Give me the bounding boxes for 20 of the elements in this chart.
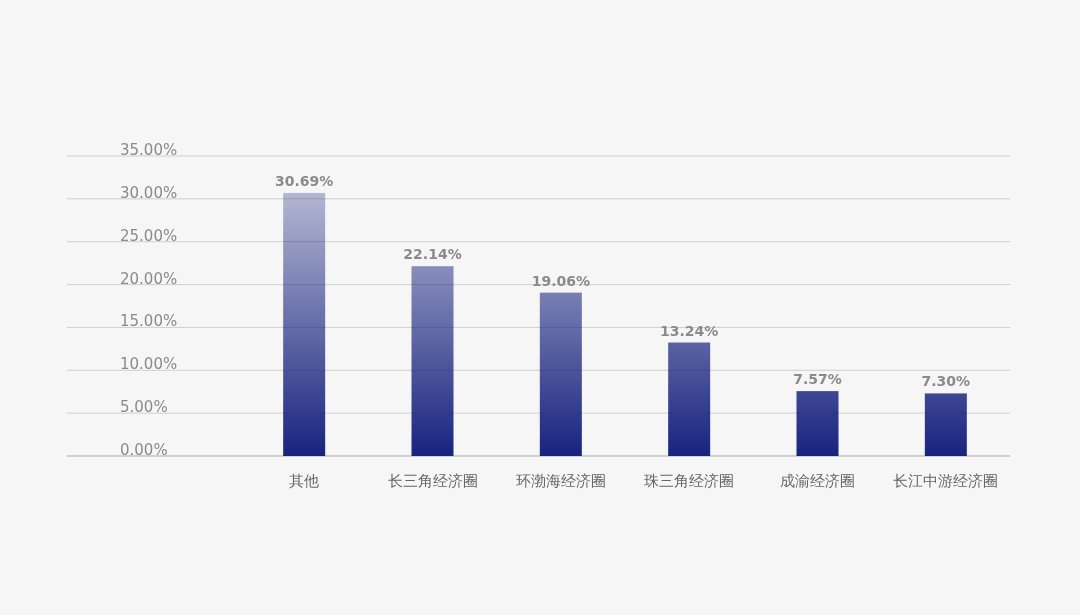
y-tick-label: 20.00% [120,269,178,288]
data-label: 13.24% [660,322,719,339]
y-tick-label: 0.00% [120,441,168,459]
y-tick-label: 25.00% [120,226,178,245]
data-label: 7.30% [921,373,971,390]
x-tick-label: 成渝经济圈 [780,472,855,490]
data-label: 7.57% [793,371,842,388]
data-label: 30.69% [275,172,334,189]
data-label: 19.06% [531,272,590,289]
x-tick-label: 其他 [289,472,320,490]
x-tick-label: 环渤海经济圈 [515,472,606,490]
data-label: 22.14% [403,246,462,263]
y-tick-label: 35.00% [120,141,178,159]
x-tick-label: 长江中游经济圈 [893,472,999,490]
y-tick-label: 10.00% [120,355,178,374]
y-tick-label: 15.00% [120,312,178,331]
y-tick-label: 5.00% [120,398,168,417]
x-tick-label: 长三角经济圈 [387,472,478,490]
x-tick-label: 珠三角经济圈 [644,472,735,490]
y-tick-label: 30.00% [120,183,178,202]
